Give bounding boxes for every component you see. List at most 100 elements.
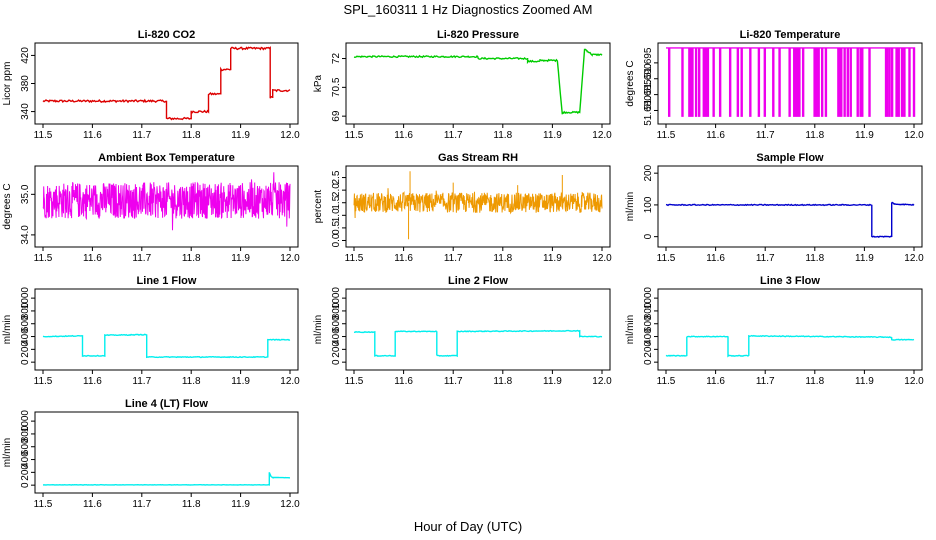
x-tick-label: 11.5: [657, 130, 676, 141]
y-tick-label: 800: [331, 302, 342, 319]
y-tick-label: 1000: [20, 287, 31, 310]
x-tick-label: 11.9: [231, 253, 250, 264]
series-line: [353, 171, 603, 240]
x-tick-label: 11.5: [34, 253, 53, 264]
plot-frame: [345, 42, 611, 125]
y-tick-label: 600: [331, 315, 342, 332]
y-tick-label: 420: [20, 47, 31, 64]
x-tick-label: 11.8: [182, 253, 201, 264]
x-tick-label: 11.8: [182, 376, 201, 387]
series-line: [665, 334, 915, 358]
y-tick-label: 0: [20, 359, 31, 365]
x-tick-label: 11.6: [83, 499, 102, 510]
y-tick-label: 200: [20, 341, 31, 358]
x-tick-label: 12.0: [904, 130, 924, 141]
x-tick-label: 11.5: [345, 376, 364, 387]
x-tick-label: 11.9: [543, 253, 562, 264]
figure-xlabel: Hour of Day (UTC): [414, 519, 522, 534]
panel-8: Line 2 Flow ml/min 11.5 11.6 11.7 11.8 11.9 12.…: [313, 275, 612, 387]
x-tick-label: 12.0: [592, 130, 612, 141]
x-tick-label: 11.8: [493, 253, 512, 264]
panel-title: Line 3 Flow: [760, 275, 820, 287]
y-tick-label: 600: [20, 315, 31, 332]
y-tick-label: 0: [20, 482, 31, 488]
panel-6: Sample Flow ml/min 11.5 11.6 11.7 11.8 11.9 12.…: [625, 152, 924, 264]
y-tick-label: 400: [20, 328, 31, 345]
y-tick-label: 2.5: [331, 170, 342, 184]
y-tick-label: 380: [20, 75, 31, 92]
x-tick-label: 11.9: [855, 376, 874, 387]
x-tick-label: 11.5: [345, 130, 364, 141]
y-tick-label: 0.5: [331, 221, 342, 235]
x-tick-label: 11.6: [706, 130, 725, 141]
x-tick-label: 11.7: [756, 253, 775, 264]
y-axis-label: ml/min: [625, 192, 636, 221]
x-tick-label: 11.9: [543, 130, 562, 141]
x-tick-label: 11.6: [83, 376, 102, 387]
y-tick-label: 400: [331, 328, 342, 345]
x-tick-label: 12.0: [904, 253, 924, 264]
y-tick-label: 200: [643, 164, 654, 181]
x-tick-label: 11.8: [805, 376, 824, 387]
panel-7: Line 1 Flow ml/min 11.5 11.6 11.7 11.8 11.9 12.…: [2, 275, 300, 387]
y-tick-label: 600: [20, 438, 31, 455]
x-tick-label: 11.6: [394, 130, 413, 141]
x-tick-label: 11.7: [444, 130, 463, 141]
series-line: [353, 48, 603, 115]
panel-title: Line 4 (LT) Flow: [125, 398, 208, 410]
x-tick-label: 11.9: [855, 253, 874, 264]
y-axis-label: Licor ppm: [2, 62, 13, 106]
x-tick-label: 12.0: [280, 253, 300, 264]
panel-title: Line 1 Flow: [137, 275, 197, 287]
plot-frame: [34, 411, 299, 494]
x-tick-label: 12.0: [904, 376, 924, 387]
x-tick-label: 12.0: [592, 253, 612, 264]
y-tick-label: 0: [643, 233, 654, 239]
panel-4: Ambient Box Temperature degrees C 11.5 11.6…: [2, 152, 300, 264]
x-tick-label: 12.0: [280, 376, 300, 387]
y-tick-label: 69: [331, 110, 342, 122]
x-tick-label: 11.8: [493, 376, 512, 387]
x-tick-label: 12.0: [280, 499, 300, 510]
x-tick-label: 11.5: [34, 130, 53, 141]
x-tick-label: 11.9: [543, 376, 562, 387]
y-tick-label: 1000: [331, 287, 342, 310]
y-tick-label: 200: [331, 341, 342, 358]
panel-grid: Li-820 CO2 Licor ppm 11.5 11.6 11.7 11.8 11.9 1…: [2, 29, 924, 510]
y-tick-label: 400: [20, 451, 31, 468]
y-tick-label: 100: [643, 196, 654, 213]
x-tick-label: 11.9: [231, 130, 250, 141]
y-tick-label: 34.0: [20, 225, 31, 245]
x-tick-label: 11.8: [805, 253, 824, 264]
panel-title: Li-820 CO2: [138, 29, 195, 41]
y-tick-label: 400: [643, 328, 654, 345]
x-tick-label: 12.0: [592, 376, 612, 387]
x-tick-label: 11.8: [805, 130, 824, 141]
x-tick-label: 11.7: [132, 376, 151, 387]
y-axis-label: degrees C: [2, 183, 13, 229]
x-tick-label: 12.0: [280, 130, 300, 141]
y-tick-label: 1000: [643, 287, 654, 310]
x-tick-label: 11.6: [83, 253, 102, 264]
y-axis-label: degrees C: [625, 60, 636, 106]
plot-frame: [657, 288, 923, 371]
plot-frame: [345, 165, 611, 248]
y-tick-label: 51.695: [643, 47, 654, 78]
x-tick-label: 11.7: [444, 253, 463, 264]
x-tick-label: 11.6: [706, 376, 725, 387]
y-tick-label: 72: [331, 53, 342, 65]
x-tick-label: 11.6: [394, 253, 413, 264]
x-tick-label: 11.8: [182, 130, 201, 141]
x-tick-label: 11.9: [231, 499, 250, 510]
y-tick-label: 340: [20, 103, 31, 120]
x-tick-label: 11.7: [756, 376, 775, 387]
panel-title: Line 2 Flow: [448, 275, 508, 287]
x-tick-label: 11.7: [132, 499, 151, 510]
y-axis-label: ml/min: [2, 438, 13, 467]
y-axis-label: ml/min: [625, 315, 636, 344]
figure-title: SPL_160311 1 Hz Diagnostics Zoomed AM: [343, 2, 592, 17]
x-tick-label: 11.6: [394, 376, 413, 387]
y-tick-label: 1000: [20, 410, 31, 433]
y-tick-label: 800: [20, 302, 31, 319]
x-tick-label: 11.9: [855, 130, 874, 141]
